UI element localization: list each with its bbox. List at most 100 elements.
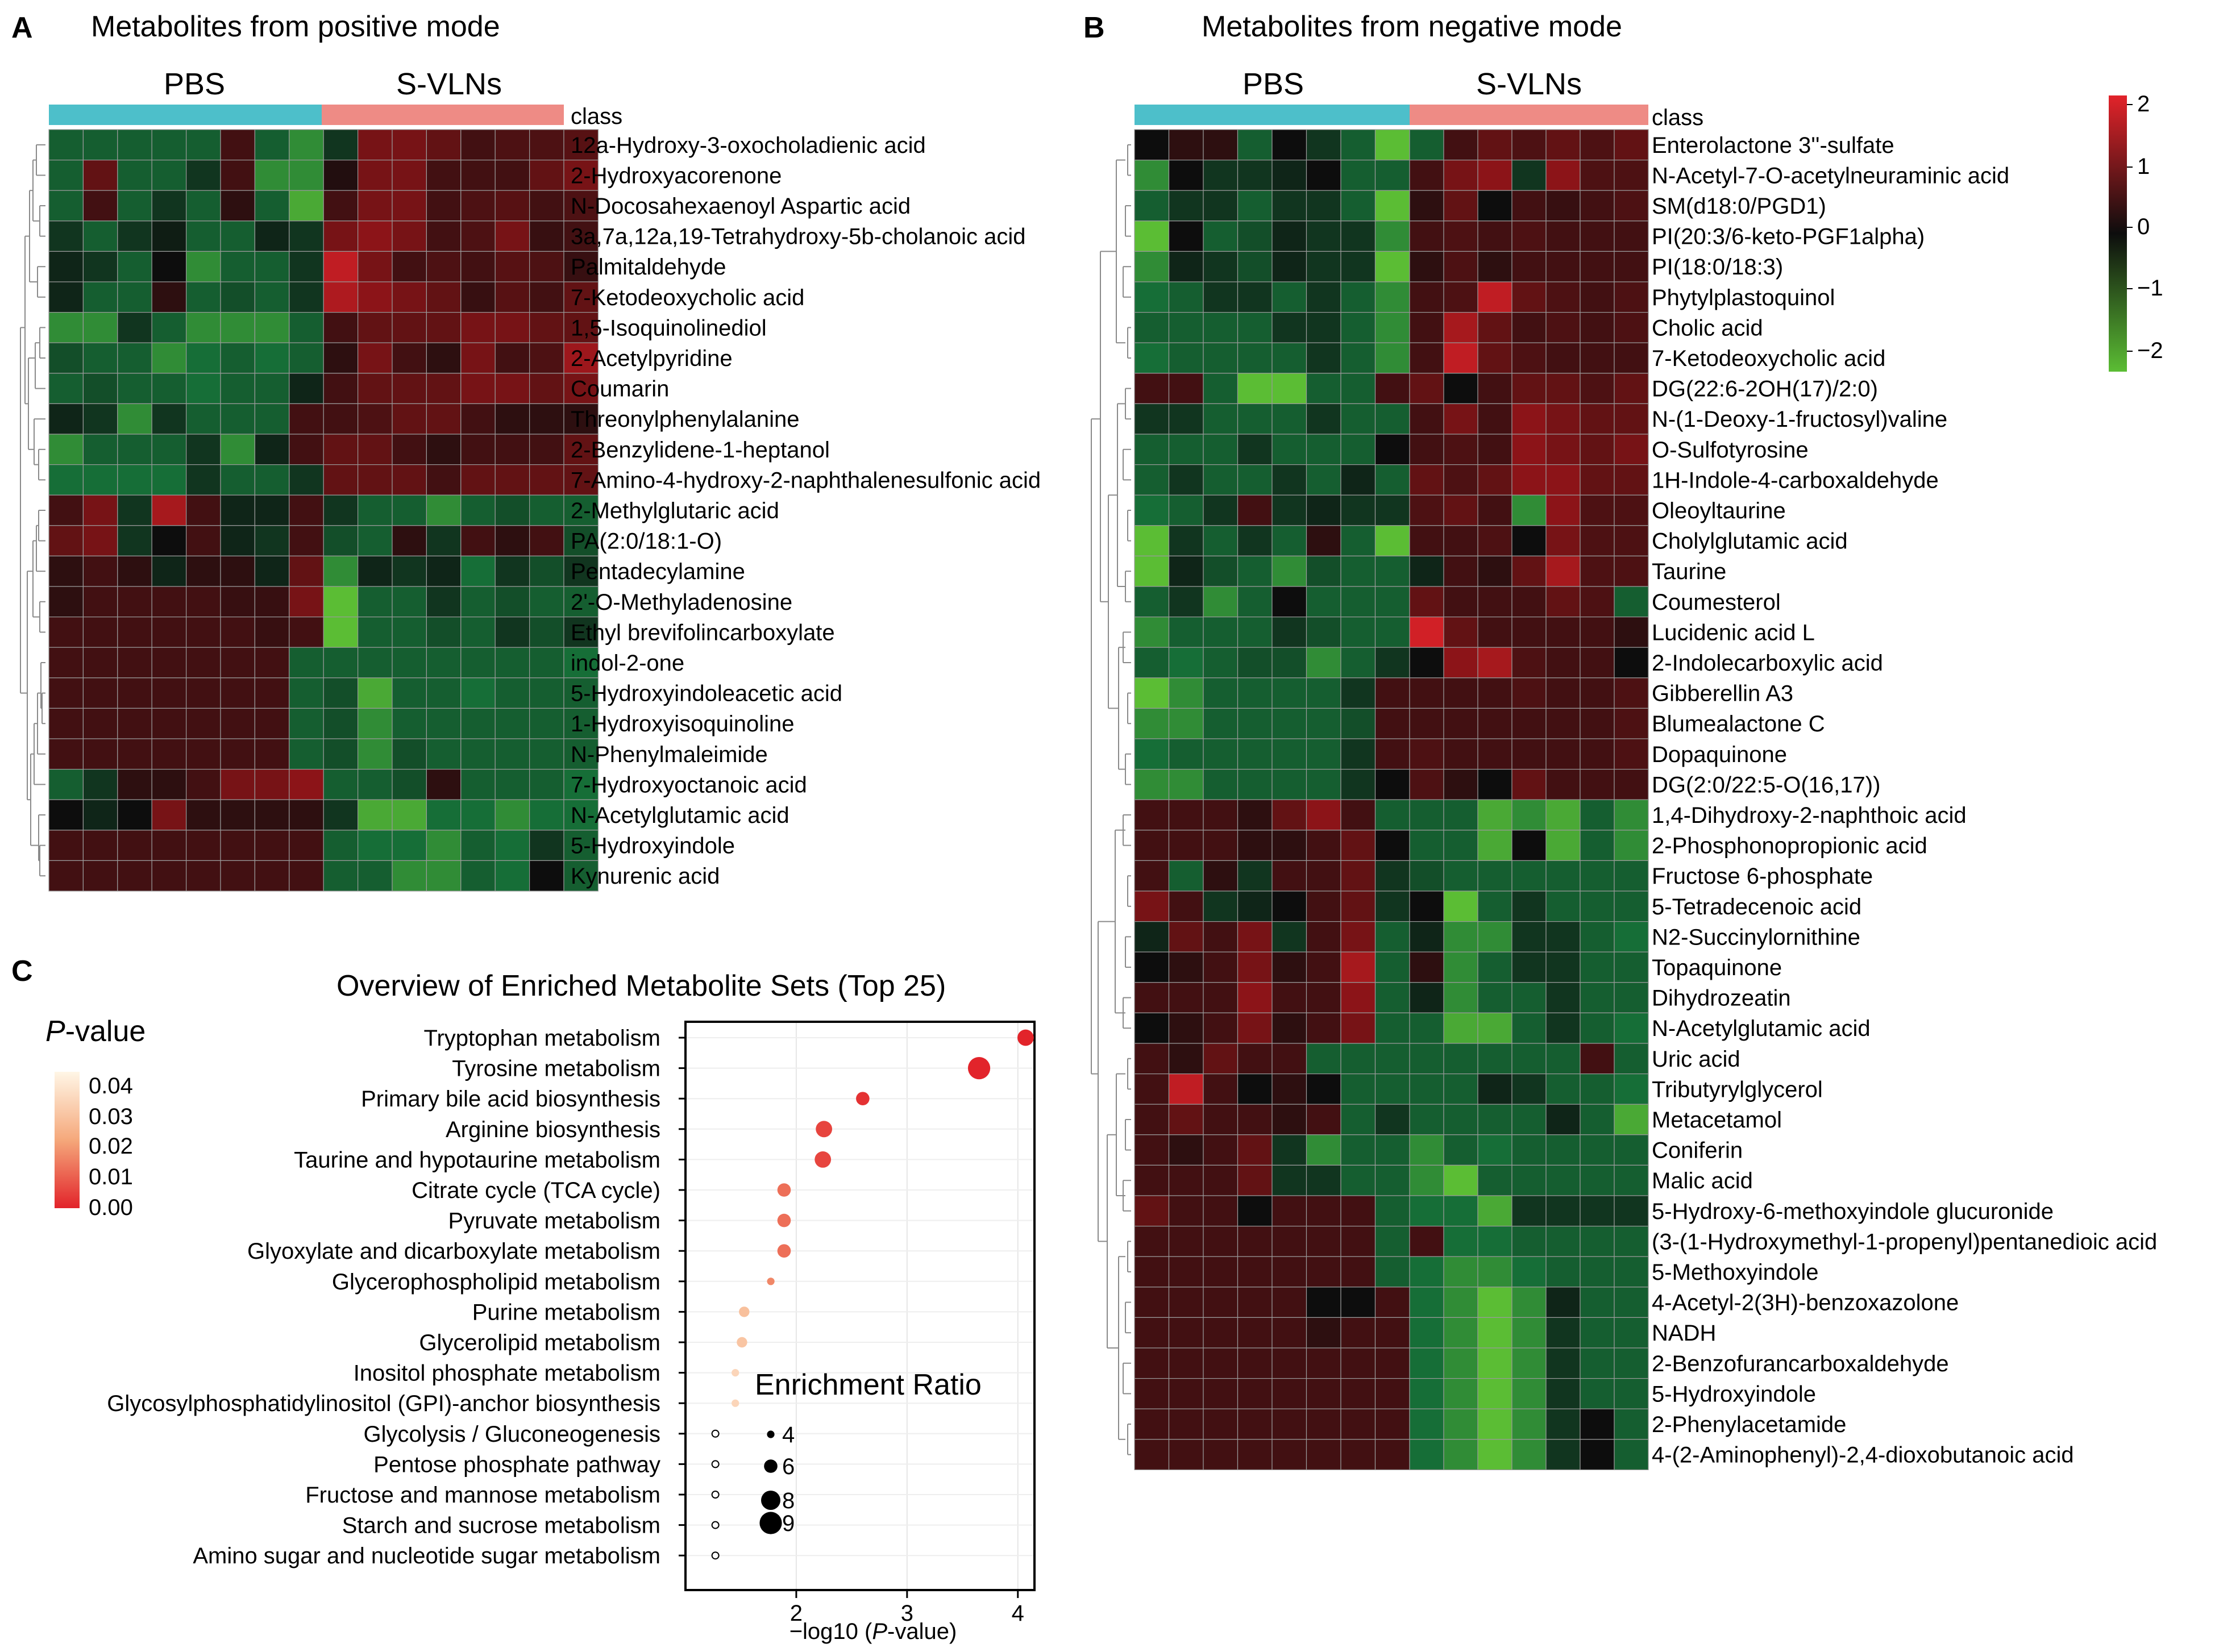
dotplot-points bbox=[711, 1029, 1034, 1560]
heatmap-cell bbox=[220, 677, 256, 709]
heatmap-cell bbox=[1580, 799, 1615, 831]
heatmap-cell bbox=[1237, 251, 1273, 282]
heatmap-row-label: 5-Hydroxy-6-methoxyindole glucuronide bbox=[1652, 1199, 2054, 1224]
heatmap-cell bbox=[1374, 647, 1410, 679]
heatmap-cell bbox=[1271, 281, 1307, 313]
heatmap-cell bbox=[82, 738, 118, 770]
heatmap-cell bbox=[1306, 738, 1341, 770]
heatmap-cell bbox=[1203, 220, 1239, 252]
heatmap-cell bbox=[1340, 860, 1376, 892]
heatmap-cell bbox=[1237, 677, 1273, 709]
heatmap-cell bbox=[1271, 1317, 1307, 1349]
heatmap-cell bbox=[529, 464, 564, 496]
heatmap-cell bbox=[1271, 1012, 1307, 1044]
heatmap-cell bbox=[1545, 891, 1581, 922]
heatmap-cell bbox=[186, 281, 221, 313]
heatmap-cell bbox=[254, 525, 290, 556]
size-legend-label: 8 bbox=[782, 1488, 795, 1513]
heatmap-cell bbox=[563, 434, 599, 465]
heatmap-cell bbox=[357, 860, 393, 892]
heatmap-cell bbox=[1237, 951, 1273, 983]
heatmap-cell bbox=[1237, 342, 1273, 374]
category-label: Tyrosine metabolism bbox=[452, 1056, 660, 1081]
heatmap-cell bbox=[460, 373, 496, 404]
heatmap-cell bbox=[1271, 1043, 1307, 1075]
heatmap-cell bbox=[1409, 1439, 1444, 1471]
heatmap-cell bbox=[1340, 768, 1376, 800]
heatmap-cell bbox=[117, 586, 152, 618]
heatmap-cell bbox=[392, 160, 427, 191]
heatmap-cell bbox=[48, 281, 84, 313]
heatmap-cell bbox=[1168, 1347, 1204, 1379]
heatmap-cell bbox=[1477, 1104, 1512, 1135]
heatmap-cell bbox=[460, 434, 496, 465]
heatmap-row-label: 2-Phenylacetamide bbox=[1652, 1412, 1846, 1437]
heatmap-cell bbox=[1340, 373, 1376, 404]
heatmap-cell bbox=[1306, 555, 1341, 587]
heatmap-cell bbox=[1237, 768, 1273, 800]
heatmap-cell bbox=[82, 373, 118, 404]
heatmap-cell bbox=[254, 677, 290, 709]
heatmap-cell bbox=[186, 708, 221, 739]
heatmap-cell bbox=[1203, 982, 1239, 1014]
heatmap-cell bbox=[495, 525, 530, 556]
heatmap-cell bbox=[151, 464, 187, 496]
heatmap-cell bbox=[1374, 342, 1410, 374]
heatmap-cell bbox=[289, 251, 324, 282]
heatmap-cell bbox=[1306, 1104, 1341, 1135]
pvalue-tick-label: 0.00 bbox=[89, 1195, 133, 1220]
heatmap-cell bbox=[186, 160, 221, 191]
heatmap-cell bbox=[1306, 708, 1341, 739]
heatmap-cell bbox=[529, 525, 564, 556]
heatmap-cell bbox=[1203, 1104, 1239, 1135]
heatmap-cell bbox=[1237, 190, 1273, 222]
heatmap-row-label: 2-Methylglutaric acid bbox=[571, 498, 779, 523]
heatmap-cell bbox=[48, 434, 84, 465]
heatmap-cell bbox=[529, 342, 564, 374]
heatmap-cell bbox=[1340, 1195, 1376, 1227]
heatmap-cell bbox=[1614, 830, 1649, 862]
heatmap-cell bbox=[48, 403, 84, 435]
heatmap-cell bbox=[1545, 951, 1581, 983]
heatmap-cell bbox=[1203, 860, 1239, 892]
dotplot-point bbox=[711, 1521, 720, 1529]
heatmap-cell bbox=[1443, 190, 1478, 222]
heatmap-cell bbox=[1203, 434, 1239, 465]
heatmap-cell bbox=[151, 281, 187, 313]
heatmap-cell bbox=[1477, 1043, 1512, 1075]
heatmap-cell bbox=[1511, 1073, 1547, 1105]
heatmap-cell bbox=[1168, 951, 1204, 983]
heatmap-cell bbox=[48, 464, 84, 496]
heatmap-cell bbox=[117, 799, 152, 831]
heatmap-cell bbox=[1580, 708, 1615, 739]
heatmap-cell bbox=[1580, 220, 1615, 252]
heatmap-cell bbox=[151, 311, 187, 343]
heatmap-cell bbox=[460, 616, 496, 648]
heatmap-cell bbox=[357, 525, 393, 556]
heatmap-cell bbox=[1203, 1287, 1239, 1318]
heatmap-cell bbox=[1443, 1195, 1478, 1227]
heatmap-cell bbox=[220, 160, 256, 191]
heatmap-cell bbox=[254, 220, 290, 252]
heatmap-cell bbox=[563, 830, 599, 862]
heatmap-cell bbox=[1168, 1317, 1204, 1349]
heatmap-cell bbox=[48, 525, 84, 556]
heatmap-cell bbox=[1511, 1043, 1547, 1075]
heatmap-cell bbox=[1580, 1287, 1615, 1318]
heatmap-cell bbox=[1614, 373, 1649, 404]
heatmap-cell bbox=[220, 403, 256, 435]
heatmap-cell bbox=[220, 373, 256, 404]
heatmap-row-label: Threonylphenylalanine bbox=[571, 407, 800, 432]
heatmap-cell bbox=[1614, 403, 1649, 435]
panel-b-group-svlns: S-VLNs bbox=[1476, 67, 1582, 101]
heatmap-cell bbox=[1614, 525, 1649, 556]
heatmap-row-label: Oleoyltaurine bbox=[1652, 498, 1786, 523]
dotplot-point bbox=[732, 1369, 739, 1377]
heatmap-row-label: PI(20:3/6-keto-PGF1alpha) bbox=[1652, 224, 1925, 249]
heatmap-row-label: 2-Benzylidene-1-heptanol bbox=[571, 438, 830, 463]
heatmap-cell bbox=[1477, 311, 1512, 343]
heatmap-cell bbox=[1511, 860, 1547, 892]
heatmap-cell bbox=[1580, 281, 1615, 313]
heatmap-cell bbox=[151, 708, 187, 739]
heatmap-cell bbox=[323, 160, 359, 191]
